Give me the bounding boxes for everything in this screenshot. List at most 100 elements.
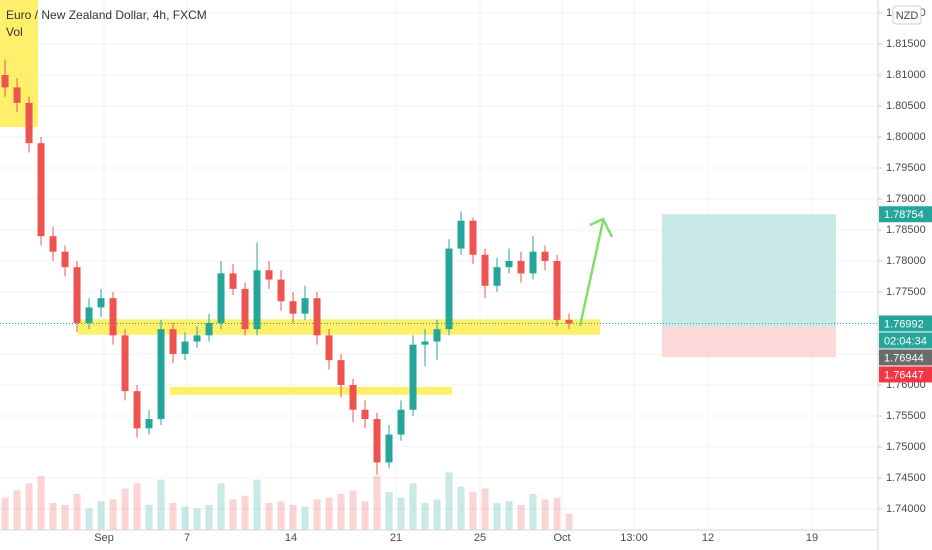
volume-bar bbox=[505, 501, 513, 530]
volume-bar bbox=[61, 504, 69, 530]
candle-body bbox=[157, 329, 165, 420]
volume-bar bbox=[553, 497, 561, 530]
volume-bar bbox=[409, 483, 417, 530]
candle-body bbox=[49, 236, 57, 252]
volume-bar bbox=[49, 503, 57, 530]
volume-bar bbox=[205, 504, 213, 530]
candle-body bbox=[373, 419, 381, 463]
y-tick-label: 1.75500 bbox=[886, 410, 926, 422]
volume-bar bbox=[193, 508, 201, 530]
candle-body bbox=[433, 329, 441, 342]
volume-bar bbox=[145, 504, 153, 530]
candle-body bbox=[541, 251, 549, 261]
candle-body bbox=[289, 301, 297, 314]
volume-bar bbox=[25, 483, 33, 530]
candle-body bbox=[193, 335, 201, 342]
volume-bar bbox=[457, 486, 465, 530]
candle-body bbox=[265, 270, 273, 280]
countdown-label-bg bbox=[879, 332, 932, 349]
y-tick-label: 1.81000 bbox=[886, 69, 926, 81]
arrow-line bbox=[578, 220, 605, 327]
candle-body bbox=[349, 384, 357, 410]
y-tick-label: 1.80000 bbox=[886, 131, 926, 143]
candle-body bbox=[553, 260, 561, 320]
candle-body bbox=[181, 341, 189, 354]
volume-bar bbox=[373, 476, 381, 530]
x-tick-label: 7 bbox=[184, 532, 190, 544]
entry-price-label: 1.76944 bbox=[884, 352, 924, 364]
y-tick-label: 1.78000 bbox=[886, 255, 926, 267]
volume-bar bbox=[481, 488, 489, 530]
volume-bar bbox=[565, 513, 573, 530]
entry-price-label-bg bbox=[879, 349, 932, 366]
x-tick-label: Oct bbox=[553, 532, 570, 544]
highlight-zone bbox=[77, 319, 600, 335]
volume-bar bbox=[265, 503, 273, 530]
y-tick-label: 1.75000 bbox=[886, 441, 926, 453]
volume-bar bbox=[73, 494, 81, 530]
candle-body bbox=[421, 341, 429, 345]
candle-body bbox=[97, 298, 105, 308]
volume-bar bbox=[121, 488, 129, 530]
volume-bar bbox=[325, 497, 333, 530]
candle-body bbox=[337, 360, 345, 385]
volume-bar bbox=[253, 479, 261, 530]
last-price-label: 1.76992 bbox=[884, 318, 924, 330]
volume-bar bbox=[97, 501, 105, 530]
y-tick-label: 1.78500 bbox=[886, 224, 926, 236]
volume-bar bbox=[385, 492, 393, 530]
candle-body bbox=[385, 434, 393, 463]
volume-bar bbox=[217, 483, 225, 530]
candle-body bbox=[1, 75, 9, 88]
volume-bar bbox=[229, 499, 237, 530]
y-tick-label: 1.79500 bbox=[886, 162, 926, 174]
volume-bar bbox=[37, 476, 45, 530]
loss-zone bbox=[662, 326, 837, 358]
y-tick-label: 1.74500 bbox=[886, 472, 926, 484]
x-tick-label: 12 bbox=[702, 532, 714, 544]
y-tick-label: 1.81500 bbox=[886, 38, 926, 50]
candle-body bbox=[217, 273, 225, 323]
candle-body bbox=[13, 87, 21, 103]
y-tick-label: 1.79000 bbox=[886, 193, 926, 205]
y-tick-label: 1.74000 bbox=[886, 503, 926, 515]
volume-bar bbox=[469, 492, 477, 530]
volume-bar bbox=[541, 499, 549, 530]
candle-body bbox=[481, 254, 489, 286]
x-tick-label: 13:00 bbox=[620, 532, 648, 544]
arrow-head bbox=[589, 217, 614, 238]
volume-bar bbox=[349, 490, 357, 530]
candle-body bbox=[325, 335, 333, 361]
volume-bar bbox=[1, 497, 9, 530]
candle-body bbox=[397, 409, 405, 435]
x-tick-label: 19 bbox=[806, 532, 818, 544]
candle-body bbox=[277, 279, 285, 302]
y-tick-label: 1.80500 bbox=[886, 100, 926, 112]
volume-bar bbox=[421, 503, 429, 530]
x-tick-label: 21 bbox=[390, 532, 402, 544]
target-price-label: 1.78754 bbox=[884, 209, 924, 221]
candle-body bbox=[73, 267, 81, 323]
candle-body bbox=[493, 267, 501, 286]
currency-button[interactable] bbox=[892, 5, 922, 25]
candle-body bbox=[133, 391, 141, 429]
volume-bar bbox=[241, 495, 249, 530]
candle-body bbox=[517, 260, 525, 274]
volume-bar bbox=[13, 490, 21, 530]
x-tick-label: Sep bbox=[94, 532, 114, 544]
candle-body bbox=[169, 329, 177, 354]
candle-body bbox=[145, 419, 153, 429]
stop-price-label-bg bbox=[879, 366, 932, 383]
volume-bar bbox=[289, 504, 297, 530]
candle-body bbox=[61, 251, 69, 268]
volume-label: Vol bbox=[6, 25, 23, 39]
candle-body bbox=[565, 319, 573, 324]
currency-label[interactable]: NZD bbox=[896, 10, 919, 22]
candle-body bbox=[505, 260, 513, 268]
candle-body bbox=[241, 288, 249, 330]
candle-body bbox=[25, 102, 33, 144]
x-tick-label: 14 bbox=[285, 532, 297, 544]
candle-body bbox=[109, 298, 117, 336]
volume-bar bbox=[85, 508, 93, 530]
candle-body bbox=[85, 307, 93, 323]
